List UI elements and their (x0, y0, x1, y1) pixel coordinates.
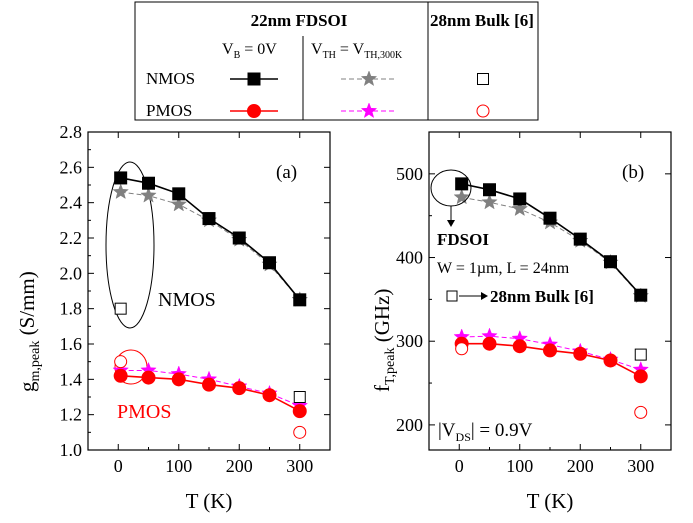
panel-a-point-pmos_vb (262, 388, 277, 403)
legend-row-nmos: NMOS (146, 69, 195, 88)
panel-a-point-pmos_vb (232, 381, 247, 396)
panel-b-ylabel: fT,peak (GHz) (370, 289, 398, 392)
panel-a-bulk-point (293, 391, 306, 403)
panel-a-pmos-annotation: PMOS (117, 401, 171, 423)
panel-a: 0 100 200 300 1.0 1.2 1.4 1.6 1.8 2.0 2.2 2.4 2.6 2.8… (15, 122, 331, 513)
panel-b-bulk-legend-square (446, 290, 458, 302)
panel-a-point-nmos_vb (114, 171, 128, 185)
panel-b-bulk-annotation: 28nm Bulk [6] (490, 287, 594, 306)
panel-a-xtick-label: 200 (226, 456, 253, 476)
legend-row-pmos: PMOS (146, 101, 192, 120)
panel-b-bulk-point (455, 342, 469, 356)
panel-a-ytick-label: 2.0 (60, 263, 83, 283)
legend-pmos-vb-marker (247, 104, 261, 118)
panel-a-ytick-label: 1.0 (60, 440, 83, 460)
panel-b-ytick-label: 400 (396, 248, 423, 268)
legend-nmos-vth-marker (360, 70, 378, 87)
panel-b-point-nmos_vb (604, 255, 617, 269)
panel-b-point-nmos_vb (634, 288, 648, 302)
panel-a-ytick-label: 2.2 (60, 228, 83, 248)
panel-b-point-nmos_vb (483, 183, 496, 197)
panel-b-bulk-point (634, 348, 647, 361)
panel-a-nmos-annotation: NMOS (158, 289, 216, 311)
panel-a-xlabel: T (K) (186, 489, 233, 513)
panel-a-point-nmos_vb (232, 231, 246, 245)
legend-bulk-pmos-marker (476, 104, 490, 118)
panel-b-bulk-arrow-head (481, 292, 488, 300)
panel-a-ytick-label: 2.8 (60, 122, 83, 142)
panel-a-point-nmos_vb (172, 187, 186, 201)
panel-a-point-pmos_vb (171, 372, 186, 387)
panel-b-point-nmos_vth (511, 200, 529, 217)
panel-a-nmos-ellipse (105, 161, 155, 329)
panel-b-ytick-label: 200 (396, 415, 423, 435)
panel-a-point-nmos_vth (140, 186, 157, 203)
panel-a-ytick-label: 1.6 (60, 334, 83, 354)
legend-bulk-nmos-marker (477, 73, 489, 85)
panel-b-ytick-label: 300 (396, 331, 423, 351)
panel-a-ytick-label: 2.6 (60, 157, 83, 177)
panel-a-point-nmos_vb (293, 293, 307, 307)
panel-b-label: (b) (622, 162, 644, 183)
panel-a-point-pmos_vb (202, 377, 216, 392)
panel-a-point-pmos_vb (292, 404, 307, 419)
panel-b-point-pmos_vb (633, 369, 648, 384)
panel-a-bulk-point (293, 425, 307, 439)
panel-a-ytick-label: 1.4 (60, 369, 83, 389)
legend-sub-vth: VTH = VTH,300K (311, 41, 403, 61)
panel-a-point-nmos_vth (170, 195, 188, 212)
panel-a-xtick-label: 100 (165, 456, 192, 476)
panel-b-point-nmos_vb (455, 177, 469, 191)
legend: 22nm FDSOI 28nm Bulk [6] VB = 0V VTH = V… (134, 1, 539, 121)
panel-b-fdsoi-annotation: FDSOI (437, 230, 489, 249)
panel-a-ytick-label: 2.4 (60, 193, 83, 213)
panel-b-dims-annotation: W = 1µm, L = 24nm (437, 260, 570, 277)
panel-b-point-pmos_vb (543, 343, 557, 358)
panel-a-series-line-nmos_vth (120, 191, 301, 301)
legend-sub-vb: VB = 0V (222, 41, 277, 61)
panel-b-xtick-label: 0 (455, 456, 464, 476)
panel-a-point-nmos_vb (263, 256, 276, 270)
panel-b: 0 100 200 300 200 300 400 500 (b) FDSOI W = 1µm… (370, 131, 672, 513)
panel-a-ytick-label: 1.8 (60, 299, 83, 319)
panel-b-xtick-label: 200 (567, 456, 594, 476)
panel-b-point-nmos_vb (543, 211, 557, 225)
panel-b-point-nmos_vb (573, 232, 587, 246)
panel-a-ylabel: gm,peak (S/mm) (15, 271, 43, 392)
panel-b-xtick-label: 100 (506, 456, 533, 476)
panel-b-vds-annotation: |VDS| = 0.9V (438, 420, 533, 444)
panel-a-ytick-label: 1.2 (60, 405, 83, 425)
panel-a-point-pmos_vb (141, 370, 156, 385)
panel-a-point-pmos_vb (113, 368, 128, 383)
panel-b-point-pmos_vb (603, 353, 618, 368)
legend-frame (134, 1, 539, 121)
panel-b-ytick-label: 500 (396, 164, 423, 184)
legend-nmos-vb-marker (247, 72, 261, 86)
panel-a-point-nmos_vb (202, 212, 216, 226)
panel-b-xlabel: T (K) (527, 489, 574, 513)
panel-a-bulk-point (114, 302, 127, 315)
legend-col-bulk: 28nm Bulk [6] (430, 11, 534, 30)
panel-b-point-nmos_vb (513, 192, 527, 206)
panel-a-xtick-label: 0 (114, 456, 123, 476)
panel-b-point-pmos_vb (482, 336, 497, 351)
panel-a-point-nmos_vb (142, 176, 155, 190)
panel-a-bulk-point (114, 355, 128, 369)
panel-b-point-pmos_vb (573, 346, 588, 361)
panel-b-point-pmos_vb (512, 339, 527, 354)
panel-a-xtick-label: 300 (286, 456, 313, 476)
panel-b-point-nmos_vth (453, 188, 470, 205)
panel-b-fdsoi-arrow-head (447, 220, 455, 227)
panel-b-bulk-point (634, 405, 648, 419)
legend-pmos-vth-marker (360, 102, 378, 119)
panel-a-point-nmos_vth (112, 183, 129, 200)
panel-a-label: (a) (276, 162, 297, 183)
panel-b-xtick-label: 300 (627, 456, 654, 476)
legend-col-fdsoi: 22nm FDSOI (251, 11, 348, 30)
panel-b-point-nmos_vth (481, 193, 498, 210)
